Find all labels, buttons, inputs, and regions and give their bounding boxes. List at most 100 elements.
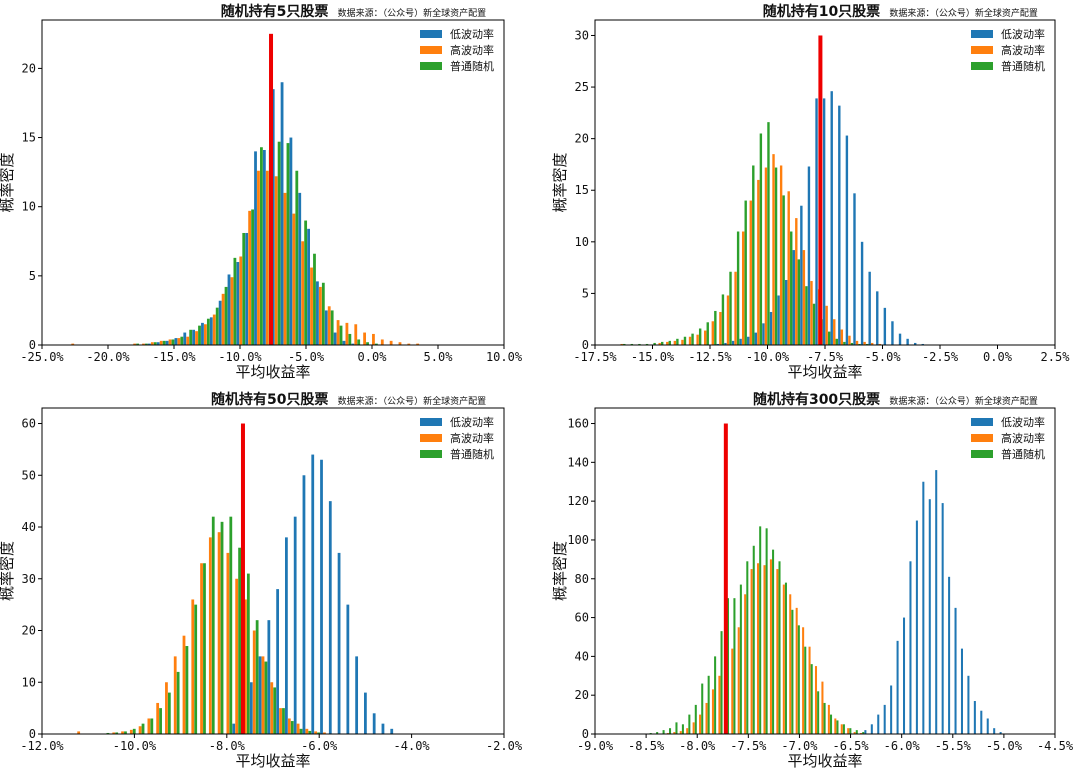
bar bbox=[878, 343, 881, 345]
y-tick-label: 100 bbox=[567, 533, 589, 547]
bar bbox=[150, 342, 154, 345]
bar bbox=[248, 210, 252, 345]
y-axis-label: 概率密度 bbox=[0, 541, 16, 601]
bar bbox=[115, 732, 119, 734]
legend-label: 高波动率 bbox=[1001, 43, 1045, 57]
bar bbox=[814, 666, 818, 734]
bar bbox=[804, 646, 807, 734]
x-tick-label: -6.5% bbox=[832, 739, 869, 753]
bar bbox=[701, 683, 704, 734]
bar bbox=[274, 176, 278, 345]
source-note: 数据来源：（公众号）新全球资产配置 bbox=[889, 395, 1038, 407]
x-tick-label: -8.0% bbox=[209, 739, 246, 753]
y-tick-label: 120 bbox=[567, 494, 589, 508]
bar bbox=[720, 631, 723, 734]
bar bbox=[807, 166, 811, 345]
bar bbox=[339, 325, 343, 345]
bar bbox=[185, 646, 189, 734]
y-tick-label: 5 bbox=[582, 286, 589, 300]
bar bbox=[855, 730, 858, 734]
bar bbox=[305, 728, 309, 734]
bar bbox=[296, 723, 300, 734]
bar bbox=[749, 200, 752, 345]
bar bbox=[681, 339, 684, 345]
bar bbox=[173, 656, 177, 734]
bar bbox=[726, 295, 730, 345]
bar bbox=[810, 281, 813, 345]
chart-panel-3: -12.0% -10.0% -8.0% -6.0% -4.0% -2.0% 0 10 20 30 4… bbox=[0, 391, 523, 770]
bar bbox=[129, 729, 133, 734]
bar bbox=[189, 329, 193, 345]
bar bbox=[999, 732, 1002, 734]
bar bbox=[883, 307, 887, 345]
x-tick-label: -4.0% bbox=[394, 739, 431, 753]
bar bbox=[954, 607, 957, 734]
bar bbox=[842, 724, 845, 734]
bar bbox=[800, 205, 803, 345]
bar bbox=[337, 552, 341, 734]
bar bbox=[145, 343, 148, 345]
bar bbox=[890, 685, 893, 734]
y-tick-label: 25 bbox=[575, 80, 589, 94]
bar bbox=[390, 728, 394, 734]
bar bbox=[741, 231, 745, 345]
chart-title: 随机持有5只股票 bbox=[221, 3, 329, 20]
bar bbox=[77, 731, 81, 734]
bar bbox=[287, 718, 291, 734]
y-tick-label: 5 bbox=[29, 269, 36, 283]
bar bbox=[174, 338, 178, 345]
bar bbox=[835, 338, 838, 345]
bar bbox=[705, 702, 708, 734]
bar bbox=[141, 723, 145, 734]
bar bbox=[324, 310, 328, 345]
bar bbox=[716, 343, 720, 345]
bar bbox=[833, 319, 836, 345]
bar bbox=[729, 271, 732, 345]
bar bbox=[147, 718, 151, 734]
legend-swatch bbox=[971, 450, 993, 458]
bar bbox=[668, 340, 671, 345]
bar bbox=[694, 704, 697, 734]
bar bbox=[289, 137, 293, 345]
bar bbox=[757, 563, 760, 734]
bar bbox=[282, 708, 285, 734]
bar bbox=[948, 576, 951, 734]
x-tick-label: -7.5% bbox=[807, 350, 844, 364]
x-tick-label: -5.0% bbox=[986, 739, 1023, 753]
chart-panel-4: -9.0% -8.5% -8.0% -7.5% -7.0% -6.5% -6.0% -5.5%… bbox=[551, 391, 1074, 770]
bar bbox=[903, 617, 906, 734]
bar bbox=[658, 342, 661, 345]
bar bbox=[774, 167, 778, 345]
bar bbox=[688, 714, 691, 734]
bar bbox=[928, 499, 931, 734]
bar bbox=[769, 559, 772, 734]
bar bbox=[156, 342, 160, 345]
bar bbox=[845, 135, 849, 345]
legend-label: 高波动率 bbox=[450, 43, 494, 57]
bar bbox=[177, 338, 181, 345]
bar bbox=[292, 213, 296, 345]
bar bbox=[817, 691, 820, 734]
bar bbox=[986, 718, 989, 734]
bar bbox=[714, 656, 717, 734]
y-tick-label: 40 bbox=[575, 649, 589, 663]
bar bbox=[661, 341, 664, 345]
bar bbox=[711, 689, 714, 734]
bar bbox=[200, 563, 203, 734]
bar bbox=[699, 714, 702, 734]
bar bbox=[206, 318, 210, 345]
bar bbox=[159, 340, 163, 345]
y-tick-label: 30 bbox=[575, 28, 589, 42]
legend-swatch bbox=[971, 30, 993, 38]
bar bbox=[249, 682, 253, 734]
legend-label: 低波动率 bbox=[450, 415, 494, 429]
bar bbox=[669, 728, 672, 734]
bar bbox=[217, 532, 221, 734]
bar bbox=[711, 321, 715, 345]
bar bbox=[744, 200, 747, 345]
bar bbox=[822, 98, 826, 345]
bar bbox=[673, 340, 677, 345]
bar bbox=[124, 731, 127, 734]
bar bbox=[827, 331, 831, 345]
bar bbox=[707, 675, 710, 734]
